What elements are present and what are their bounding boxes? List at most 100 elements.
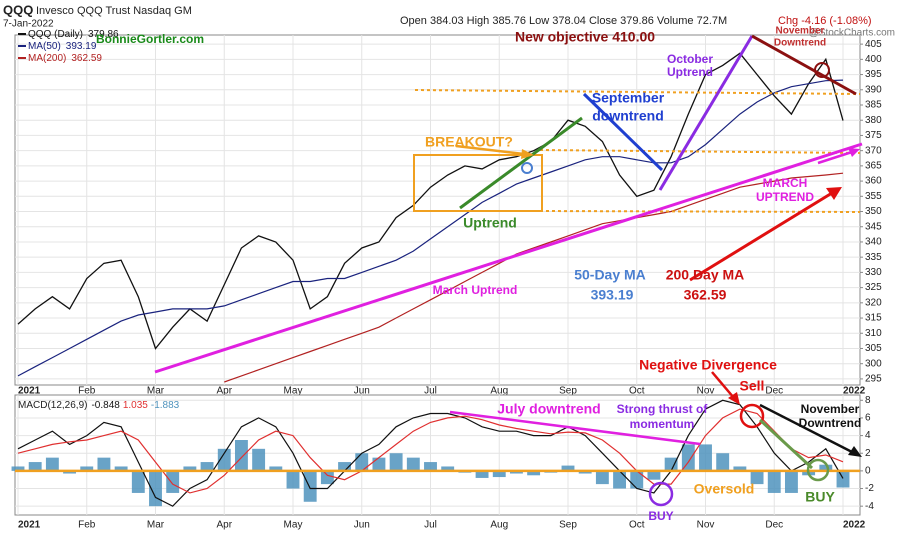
x-tick-label: Nov [697, 520, 715, 531]
annotation: BUY [805, 489, 835, 505]
annotation: momentum [630, 417, 695, 431]
x-tick-label: Dec [765, 520, 783, 531]
y-tick-label: 320 [865, 297, 882, 308]
legend-entry: QQQ (Daily) 379.86 [28, 29, 119, 40]
histogram-bar [320, 470, 334, 485]
annotation: October [667, 52, 713, 66]
x-tick-label: Jun [354, 386, 370, 397]
histogram-bar [166, 470, 180, 493]
legend-value: 379.86 [88, 29, 119, 40]
y-tick-label: 8 [865, 395, 871, 406]
annotation: 393.19 [591, 287, 634, 303]
oversold-line [758, 418, 814, 470]
arrow-head [848, 446, 862, 457]
line-series [17, 79, 844, 377]
annotation: Uptrend [667, 65, 713, 79]
x-tick-label: 2021 [18, 520, 41, 531]
highlight-circle [521, 162, 533, 174]
y-tick-label: 6 [865, 413, 871, 424]
trend-drawings [154, 34, 863, 507]
arrow [711, 371, 735, 399]
annotation: September [592, 90, 665, 106]
legend-name: MA(50) [28, 41, 61, 52]
x-tick-label: Mar [147, 386, 165, 397]
annotation: November [801, 402, 860, 416]
y-tick-label: 295 [865, 374, 882, 385]
change: Chg -4.16 (-1.08%) [778, 15, 872, 27]
histogram-bar [97, 457, 111, 471]
y-tick-label: 325 [865, 282, 882, 293]
histogram-bar [80, 466, 94, 471]
histogram-bar [681, 444, 695, 471]
y-tick-label: 340 [865, 237, 882, 248]
x-tick-label: Feb [78, 520, 96, 531]
histogram-bar [509, 470, 523, 474]
histogram-bar [286, 470, 300, 489]
legend-entry: MACD(12,26,9) -0.848 1.035 -1.883 [18, 400, 180, 411]
arrow [689, 191, 833, 282]
buy-circle [648, 481, 674, 507]
histogram-bar [441, 466, 455, 471]
y-tick-label: 345 [865, 221, 882, 232]
sell-circle [739, 403, 765, 429]
uptrend-line [459, 116, 583, 210]
histogram-bar [355, 453, 369, 471]
histogram-bar [836, 470, 850, 488]
july-downtrend-line [449, 410, 701, 446]
y-tick-label: 335 [865, 252, 882, 263]
support-line [539, 210, 861, 213]
x-tick-label: Nov [697, 386, 715, 397]
y-tick-label: -4 [865, 501, 874, 512]
arrow-head [826, 187, 842, 200]
downtrend-line [751, 34, 857, 96]
annotation: Sell [740, 378, 765, 394]
y-tick-label: 380 [865, 115, 882, 126]
histogram-bar [561, 465, 575, 471]
y-tick-label: 395 [865, 69, 882, 80]
legend-value: 362.59 [71, 53, 102, 64]
x-tick-label: Feb [78, 386, 96, 397]
line-series [224, 172, 844, 383]
symbol: QQQ [3, 2, 33, 17]
highlight-circle [814, 62, 830, 78]
annotation: 362.59 [684, 287, 727, 303]
legend-value: -1.883 [151, 400, 180, 411]
y-tick-label: 355 [865, 191, 882, 202]
x-tick-label: Sep [559, 386, 577, 397]
x-tick-label: Sep [559, 520, 577, 531]
histogram-bar [699, 444, 712, 471]
downtrend-line [582, 92, 664, 172]
x-tick-label: Jun [354, 520, 370, 531]
y-tick-label: 315 [865, 313, 882, 324]
x-tick-label: Oct [629, 520, 645, 531]
annotation: November [776, 26, 825, 37]
x-tick-label: Oct [629, 386, 645, 397]
histogram-bar [767, 470, 781, 493]
legend-name: MA(200) [28, 53, 66, 64]
histogram-bar [424, 462, 437, 471]
annotation: 200 Day MA [666, 267, 745, 283]
arrow [455, 144, 525, 156]
annotation: Downtrend [774, 38, 826, 49]
legend-entry: MA(50) 393.19 [28, 41, 97, 52]
histogram-bar [200, 462, 214, 471]
panel: -4 -2 0 2 4 6 8 2021 Feb Mar Apr May Jun Jul Aug Sep Oct… [11, 394, 874, 531]
x-tick-label: May [284, 520, 303, 531]
line-series [17, 408, 844, 494]
histogram-bar [664, 457, 678, 471]
x-tick-label: 2021 [18, 386, 41, 397]
histogram-bar [784, 470, 798, 493]
histogram-bar [630, 470, 644, 489]
date: 7-Jan-2022 [3, 19, 54, 30]
histogram-bar [114, 466, 128, 471]
x-tick-label: Aug [490, 520, 508, 531]
y-tick-label: 360 [865, 176, 882, 187]
x-tick-label: Mar [147, 520, 165, 531]
arrow-head [728, 392, 740, 405]
histogram-bar [750, 470, 764, 485]
support-line [539, 149, 861, 154]
x-tick-label: Aug [490, 386, 508, 397]
histogram-bar [11, 466, 25, 471]
quote: Open 384.03 High 385.76 Low 378.04 Close… [400, 15, 727, 27]
x-tick-label: May [284, 386, 303, 397]
